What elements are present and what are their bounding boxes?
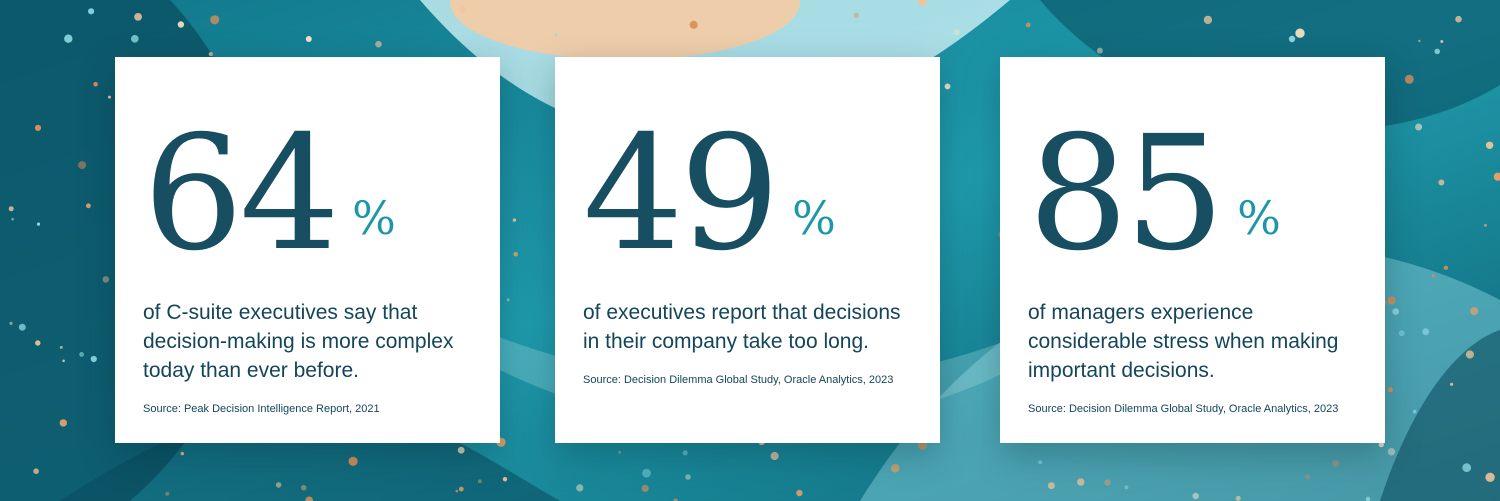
stat-card-slow-decisions: 49% of executives report that decisions … bbox=[555, 57, 940, 443]
stat-number-text: 85 bbox=[1028, 102, 1225, 286]
stat-number-text: 49 bbox=[583, 102, 780, 286]
stat-source: Source: Decision Dilemma Global Study, O… bbox=[1028, 402, 1339, 415]
stat-value: 85% bbox=[1028, 115, 1357, 273]
stat-description: of C-suite executives say that decision-… bbox=[143, 301, 454, 382]
stat-description: of executives report that decisions in t… bbox=[583, 301, 901, 353]
stat-number-text: 64 bbox=[143, 102, 340, 286]
percent-sign: % bbox=[792, 191, 836, 245]
stat-value: 49% bbox=[583, 115, 912, 273]
percent-sign: % bbox=[1237, 191, 1281, 245]
stat-card-manager-stress: 85% of managers experience considerable … bbox=[1000, 57, 1385, 443]
stat-value: 64% bbox=[143, 115, 472, 273]
stat-card-complexity: 64% of C-suite executives say that decis… bbox=[115, 57, 500, 443]
percent-sign: % bbox=[352, 191, 396, 245]
stat-source: Source: Decision Dilemma Global Study, O… bbox=[583, 373, 894, 386]
stat-description: of managers experience considerable stre… bbox=[1028, 301, 1339, 382]
stat-source: Source: Peak Decision Intelligence Repor… bbox=[143, 402, 380, 415]
